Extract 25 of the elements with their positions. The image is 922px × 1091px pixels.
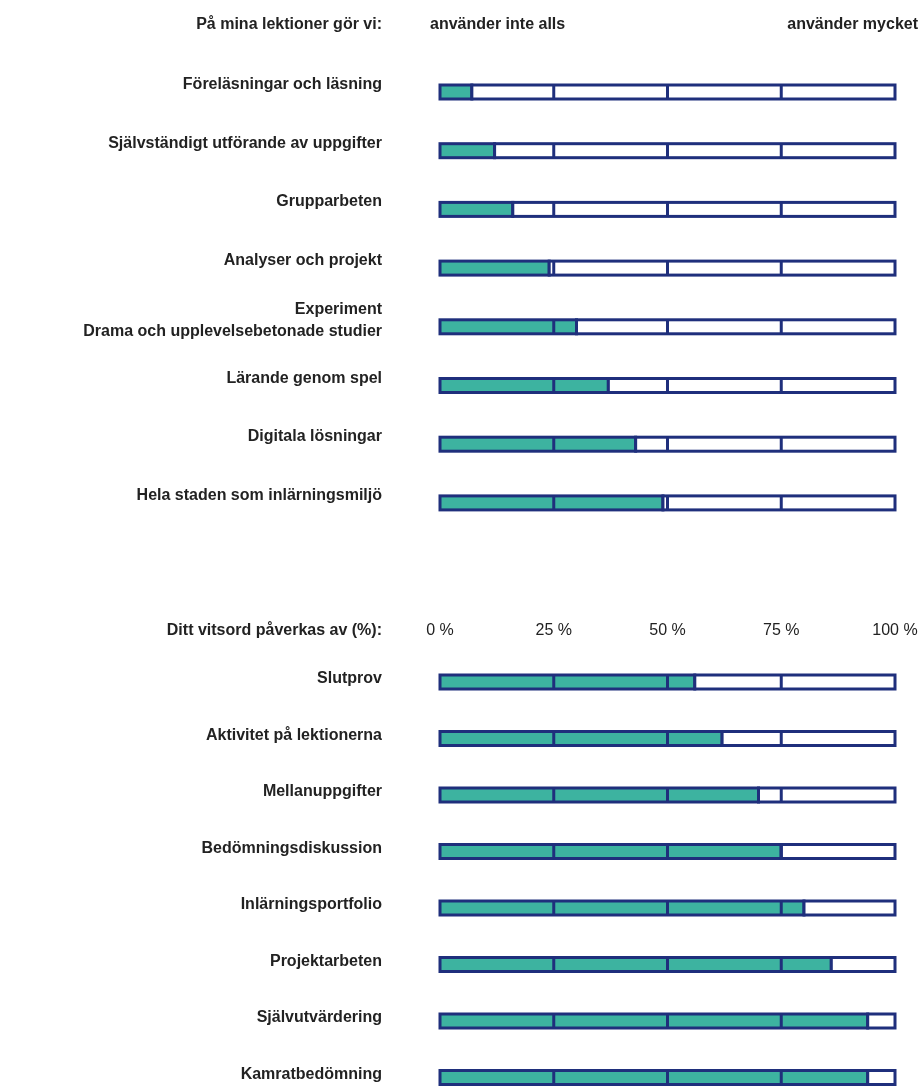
y-tick-label: Självständigt utförande av uppgifter — [108, 133, 382, 151]
y-tick-label: Hela staden som inlärningsmiljö — [136, 485, 383, 503]
y-tick-label: Aktivitet på lektionerna — [205, 725, 383, 743]
text: På mina lektioner gör vi: — [196, 15, 382, 32]
y-tick-label: Mellanuppgifter — [262, 782, 382, 799]
x-tick-label: 25 % — [535, 621, 572, 638]
y-tick-label: Analyser och projekt — [223, 251, 383, 269]
y-tick-label: Lärande genom spel — [226, 368, 382, 386]
y-tick-label: Experiment Drama och upplevelsebetonade studier — [83, 299, 383, 339]
text: Ditt vitsord påverkas av (%): — [166, 621, 382, 638]
x-tick-label: 75 % — [763, 621, 800, 638]
y-tick-label: Inlärningsportfolio — [240, 895, 383, 912]
x-tick-label: 0 % — [426, 621, 454, 638]
x-tick-label: 100 % — [872, 621, 918, 638]
y-tick-label: Slutprov — [317, 669, 383, 686]
text: använder inte alls — [430, 15, 566, 32]
y-tick-label: Projektarbeten — [269, 951, 382, 969]
y-tick-label: Bedömningsdiskussion — [201, 838, 382, 856]
text: använder mycket — [787, 15, 919, 32]
y-tick-label: Digitala lösningar — [247, 427, 382, 445]
y-tick-label: Föreläsningar och läsning — [182, 75, 382, 92]
x-tick-label: 50 % — [649, 621, 686, 638]
y-tick-label: Grupparbeten — [276, 192, 382, 210]
y-tick-label: Kamratbedömning — [240, 1064, 382, 1082]
y-tick-label: Självutvärdering — [256, 1008, 382, 1025]
